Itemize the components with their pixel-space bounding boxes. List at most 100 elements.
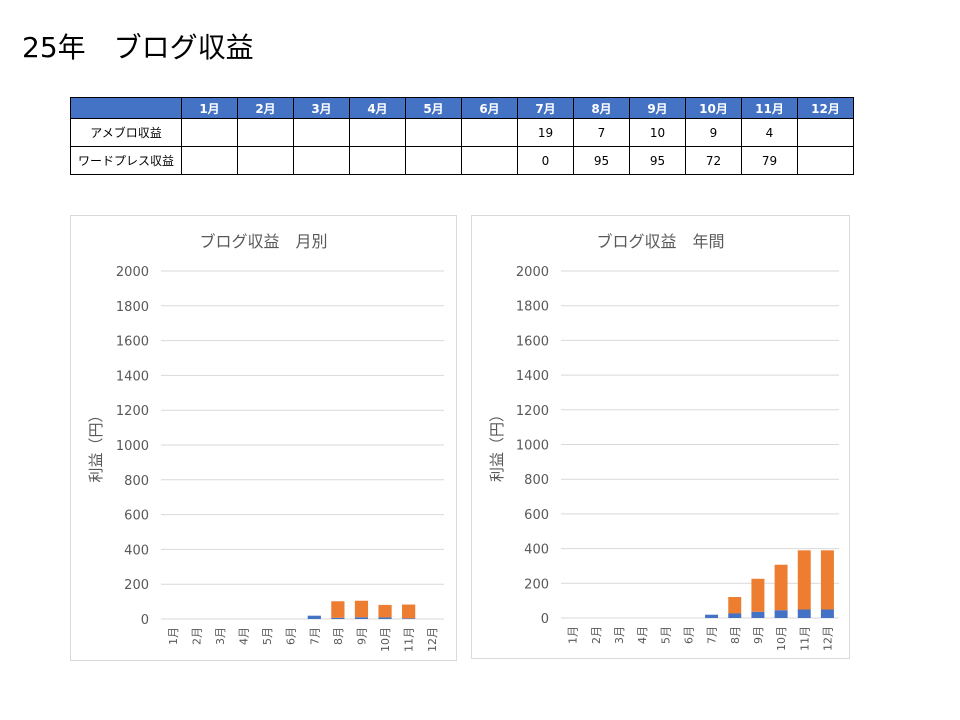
table-cell: 72 [685,146,742,175]
month-header: 4月 [349,97,406,119]
table-cell [181,146,238,175]
table-cell [349,146,406,175]
bar-segment-7月 [307,615,321,619]
chart-title: ブログ収益 月別 [199,232,327,251]
x-tick-label: 5月 [261,627,274,645]
bar-segment-12月 [820,550,834,610]
y-tick-label: 1600 [116,335,149,350]
month-header: 12月 [797,97,854,119]
bar-segment-7月 [705,614,719,618]
x-tick-label: 3月 [214,627,227,645]
bar-segment-10月 [378,604,392,618]
bar-segment-8月 [728,613,742,618]
table-row: ワードプレス収益 0 95 95 72 79 [70,146,854,175]
table-cell: 95 [573,146,630,175]
bar-segment-8月 [331,617,345,619]
table-cell: 95 [629,146,686,175]
bar-segment-10月 [774,564,788,611]
bar-segment-11月 [402,618,416,619]
y-axis-label: 利益（円） [87,407,105,482]
month-header: 1月 [181,97,238,119]
table-cell [461,146,518,175]
month-header: 10月 [685,97,742,119]
x-tick-label: 1月 [167,627,180,645]
bar-segment-8月 [331,601,345,618]
row-label: ワードプレス収益 [70,146,182,175]
y-tick-label: 200 [524,577,549,592]
bar-segment-11月 [797,609,811,618]
bar-segment-8月 [728,597,742,614]
x-tick-label: 4月 [238,627,251,645]
y-tick-label: 0 [141,613,149,628]
header-corner [70,97,182,119]
table-cell [461,118,518,147]
bar-segment-9月 [354,600,369,618]
table-header-row: 1月 2月 3月 4月 5月 6月 7月 8月 9月 10月 11月 12月 [70,97,854,119]
y-tick-label: 200 [124,578,149,593]
annual-chart: ブログ収益 年間 0 200 400 600 800 1000 1200 1400 1600 180… [471,215,850,659]
bar-segment-11月 [402,604,416,619]
table-cell [293,118,350,147]
table-cell [797,118,854,147]
y-tick-label: 1200 [516,404,549,419]
y-tick-label: 600 [124,509,149,524]
table-row: アメブロ収益 19 7 10 9 4 [70,118,854,147]
x-tick-label: 7月 [308,627,321,645]
month-header: 6月 [461,97,518,119]
x-tick-label: 2月 [190,627,203,645]
bar-segment-10月 [378,617,392,619]
table-cell [405,146,462,175]
y-tick-label: 1000 [116,439,149,454]
y-tick-label: 400 [524,543,549,558]
y-tick-label: 2000 [116,265,149,280]
y-axis-label: 利益（円） [488,407,506,482]
y-tick-label: 0 [541,612,549,627]
y-tick-label: 1000 [516,439,549,454]
table-cell [349,118,406,147]
bar-segment-12月 [820,609,834,618]
x-tick-label: 10月 [775,626,788,651]
table-cell: 0 [517,146,574,175]
table-cell: 19 [517,118,574,147]
month-header: 2月 [237,97,294,119]
x-tick-label: 8月 [729,626,742,644]
table-cell [237,118,294,147]
bar-segment-9月 [354,617,369,619]
y-tick-label: 1400 [116,369,149,384]
table-cell: 4 [741,118,798,147]
y-tick-label: 1800 [116,300,149,315]
x-tick-label: 6月 [285,627,298,645]
x-tick-label: 4月 [636,626,649,644]
table-cell [237,146,294,175]
chart-title: ブログ収益 年間 [596,232,724,251]
bar-segment-9月 [751,611,765,618]
y-tick-label: 800 [524,473,549,488]
x-tick-label: 10月 [379,627,392,652]
x-tick-label: 5月 [659,626,672,644]
bar-segment-9月 [751,578,765,612]
month-header: 8月 [573,97,630,119]
x-tick-label: 8月 [332,627,345,645]
page-title: 25年 ブログ収益 [22,31,254,64]
x-tick-label: 9月 [355,627,368,645]
month-header: 5月 [405,97,462,119]
x-tick-label: 7月 [706,626,719,644]
x-tick-label: 3月 [613,626,626,644]
x-tick-label: 1月 [567,626,580,644]
y-tick-label: 400 [124,543,149,558]
x-tick-label: 11月 [403,627,416,652]
y-tick-label: 1200 [116,404,149,419]
table-cell [405,118,462,147]
table-cell: 9 [685,118,742,147]
bar-segment-11月 [797,550,811,610]
revenue-table: 1月 2月 3月 4月 5月 6月 7月 8月 9月 10月 11月 12月 アメブロ収益 19 7 10 9… [70,97,854,175]
y-tick-label: 1800 [516,300,549,315]
y-tick-label: 2000 [516,265,549,280]
bar-segment-10月 [774,610,788,618]
table-cell: 79 [741,146,798,175]
month-header: 11月 [741,97,798,119]
table-cell [293,146,350,175]
y-tick-label: 1400 [516,369,549,384]
monthly-chart: ブログ収益 月別 0 200 400 600 800 1000 1200 1400 1600 180… [70,215,457,661]
table-cell [797,146,854,175]
